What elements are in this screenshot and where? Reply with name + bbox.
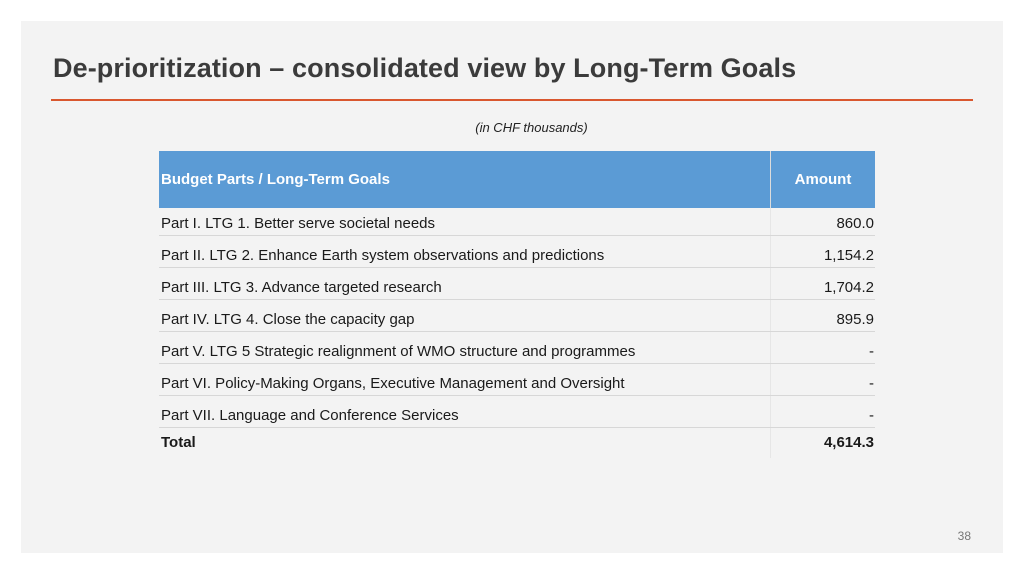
budget-table: Budget Parts / Long-Term Goals Amount Pa… (159, 151, 875, 458)
row-amount: - (869, 407, 874, 424)
table-row: Part I. LTG 1. Better serve societal nee… (159, 208, 875, 236)
table-row: Part IV. LTG 4. Close the capacity gap 8… (159, 300, 875, 332)
header-amount: Amount (794, 171, 852, 188)
row-label: Part V. LTG 5 Strategic realignment of W… (159, 332, 771, 363)
row-label: Part VI. Policy-Making Organs, Executive… (159, 364, 771, 395)
row-label: Part III. LTG 3. Advance targeted resear… (159, 268, 771, 299)
page-number: 38 (957, 529, 971, 543)
table-row: Part VI. Policy-Making Organs, Executive… (159, 364, 875, 396)
row-amount: 1,704.2 (823, 279, 874, 296)
total-row: Total 4,614.3 (159, 428, 875, 458)
row-label: Part I. LTG 1. Better serve societal nee… (159, 208, 771, 235)
row-label: Part IV. LTG 4. Close the capacity gap (159, 300, 771, 331)
slide-title: De-prioritization – consolidated view by… (53, 53, 797, 83)
row-amount: 895.9 (836, 311, 874, 328)
header-goals: Budget Parts / Long-Term Goals (159, 151, 771, 208)
table-row: Part III. LTG 3. Advance targeted resear… (159, 268, 875, 300)
row-label: Part VII. Language and Conference Servic… (159, 396, 771, 427)
table-header: Budget Parts / Long-Term Goals Amount (159, 151, 875, 208)
total-label: Total (159, 428, 771, 458)
row-amount: 860.0 (836, 215, 874, 232)
currency-note: (in CHF thousands) (475, 120, 588, 135)
table-row: Part V. LTG 5 Strategic realignment of W… (159, 332, 875, 364)
row-label: Part II. LTG 2. Enhance Earth system obs… (159, 236, 771, 267)
title-divider (51, 99, 973, 101)
row-amount: 1,154.2 (823, 247, 874, 264)
slide: De-prioritization – consolidated view by… (21, 21, 1003, 553)
table-row: Part VII. Language and Conference Servic… (159, 396, 875, 428)
row-amount: - (869, 343, 874, 360)
table-row: Part II. LTG 2. Enhance Earth system obs… (159, 236, 875, 268)
row-amount: - (869, 375, 874, 392)
total-amount: 4,614.3 (823, 434, 874, 451)
